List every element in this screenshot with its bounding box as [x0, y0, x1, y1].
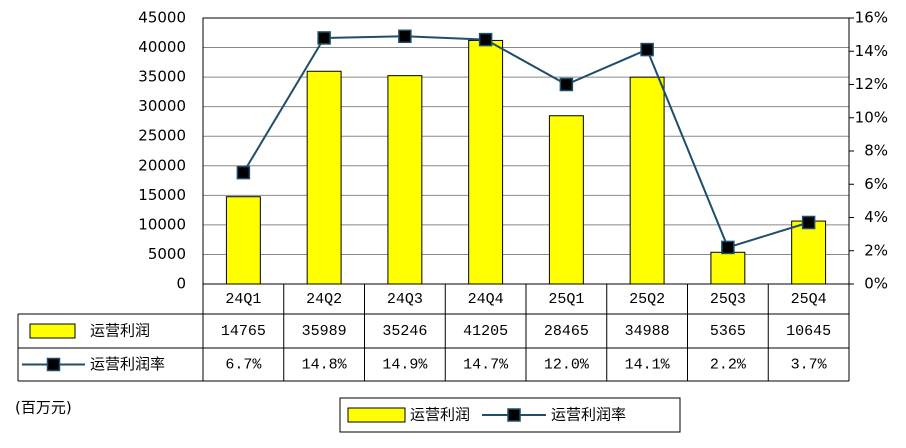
table-value: 6.7%: [225, 356, 262, 373]
x-tick-label: 25Q3: [710, 291, 746, 308]
marker: [398, 29, 412, 44]
table-row-label: 运营利润率: [90, 355, 165, 373]
legend-swatch: [29, 323, 76, 339]
bar: [387, 75, 423, 285]
plot-frame: [202, 17, 850, 285]
table-value: 14.9%: [382, 356, 428, 373]
table-value: 2.2%: [710, 356, 747, 373]
table-value: 34988: [625, 323, 670, 340]
legend-label: 运营利润: [410, 406, 470, 424]
table-value: 14.7%: [463, 356, 509, 373]
y2-tick-label: 10%: [855, 108, 888, 126]
table-value: 12.0%: [544, 356, 590, 373]
marker: [317, 31, 331, 45]
y2-tick-label: 4%: [864, 208, 888, 226]
table-value: 10645: [786, 323, 831, 340]
y2-tick-label: 12%: [855, 75, 888, 93]
y-tick-label: 40000: [138, 38, 186, 56]
x-tick-label: 25Q1: [548, 291, 584, 308]
bar: [629, 76, 665, 285]
y2-tick-label: 6%: [864, 175, 888, 193]
table-value: 28465: [544, 323, 589, 340]
marker: [559, 77, 574, 92]
y-tick-label: 0: [176, 275, 186, 293]
x-tick-label: 25Q2: [629, 291, 665, 308]
y-tick-label: 5000: [148, 245, 186, 263]
legend-marker: [46, 357, 61, 372]
table-row-label: 运营利润: [90, 322, 150, 340]
marker: [801, 215, 816, 230]
legend-marker: [507, 408, 521, 422]
y2-tick-label: 14%: [855, 42, 888, 60]
x-tick-label: 25Q4: [791, 291, 827, 308]
marker: [478, 32, 493, 47]
y2-tick-label: 2%: [864, 241, 888, 259]
x-tick-label: 24Q1: [225, 291, 261, 308]
x-tick-label: 24Q3: [387, 291, 423, 308]
y-tick-label: 45000: [138, 9, 186, 27]
y-tick-label: 15000: [138, 186, 186, 204]
x-tick-label: 24Q2: [306, 291, 342, 308]
y2-tick-label: 0%: [864, 275, 888, 293]
marker: [721, 240, 735, 255]
unit-note: (百万元): [15, 399, 72, 417]
bar: [225, 196, 261, 285]
bar: [710, 251, 746, 285]
y-tick-label: 25000: [138, 127, 186, 145]
y-tick-label: 35000: [138, 68, 186, 86]
y2-tick-label: 8%: [864, 142, 888, 160]
legend-swatch: [347, 407, 406, 423]
y-tick-label: 20000: [138, 156, 186, 174]
x-tick-label: 24Q4: [468, 291, 504, 308]
table-value: 5365: [710, 323, 746, 340]
table-value: 41205: [463, 323, 508, 340]
bar: [468, 39, 504, 285]
table-value: 14.8%: [302, 356, 348, 373]
marker: [236, 165, 251, 180]
bar: [791, 220, 827, 285]
table-value: 14.1%: [625, 356, 671, 373]
y-tick-label: 30000: [138, 97, 186, 115]
y-tick-label: 10000: [138, 215, 186, 233]
y2-tick-label: 16%: [855, 9, 888, 27]
table-value: 14765: [221, 323, 266, 340]
marker: [640, 42, 654, 57]
bar: [548, 115, 584, 285]
legend-label: 运营利润率: [551, 406, 626, 424]
line: [242, 35, 809, 249]
table-value: 35246: [382, 323, 427, 340]
table-value: 35989: [302, 323, 347, 340]
bar: [306, 70, 342, 285]
table-value: 3.7%: [791, 356, 828, 373]
